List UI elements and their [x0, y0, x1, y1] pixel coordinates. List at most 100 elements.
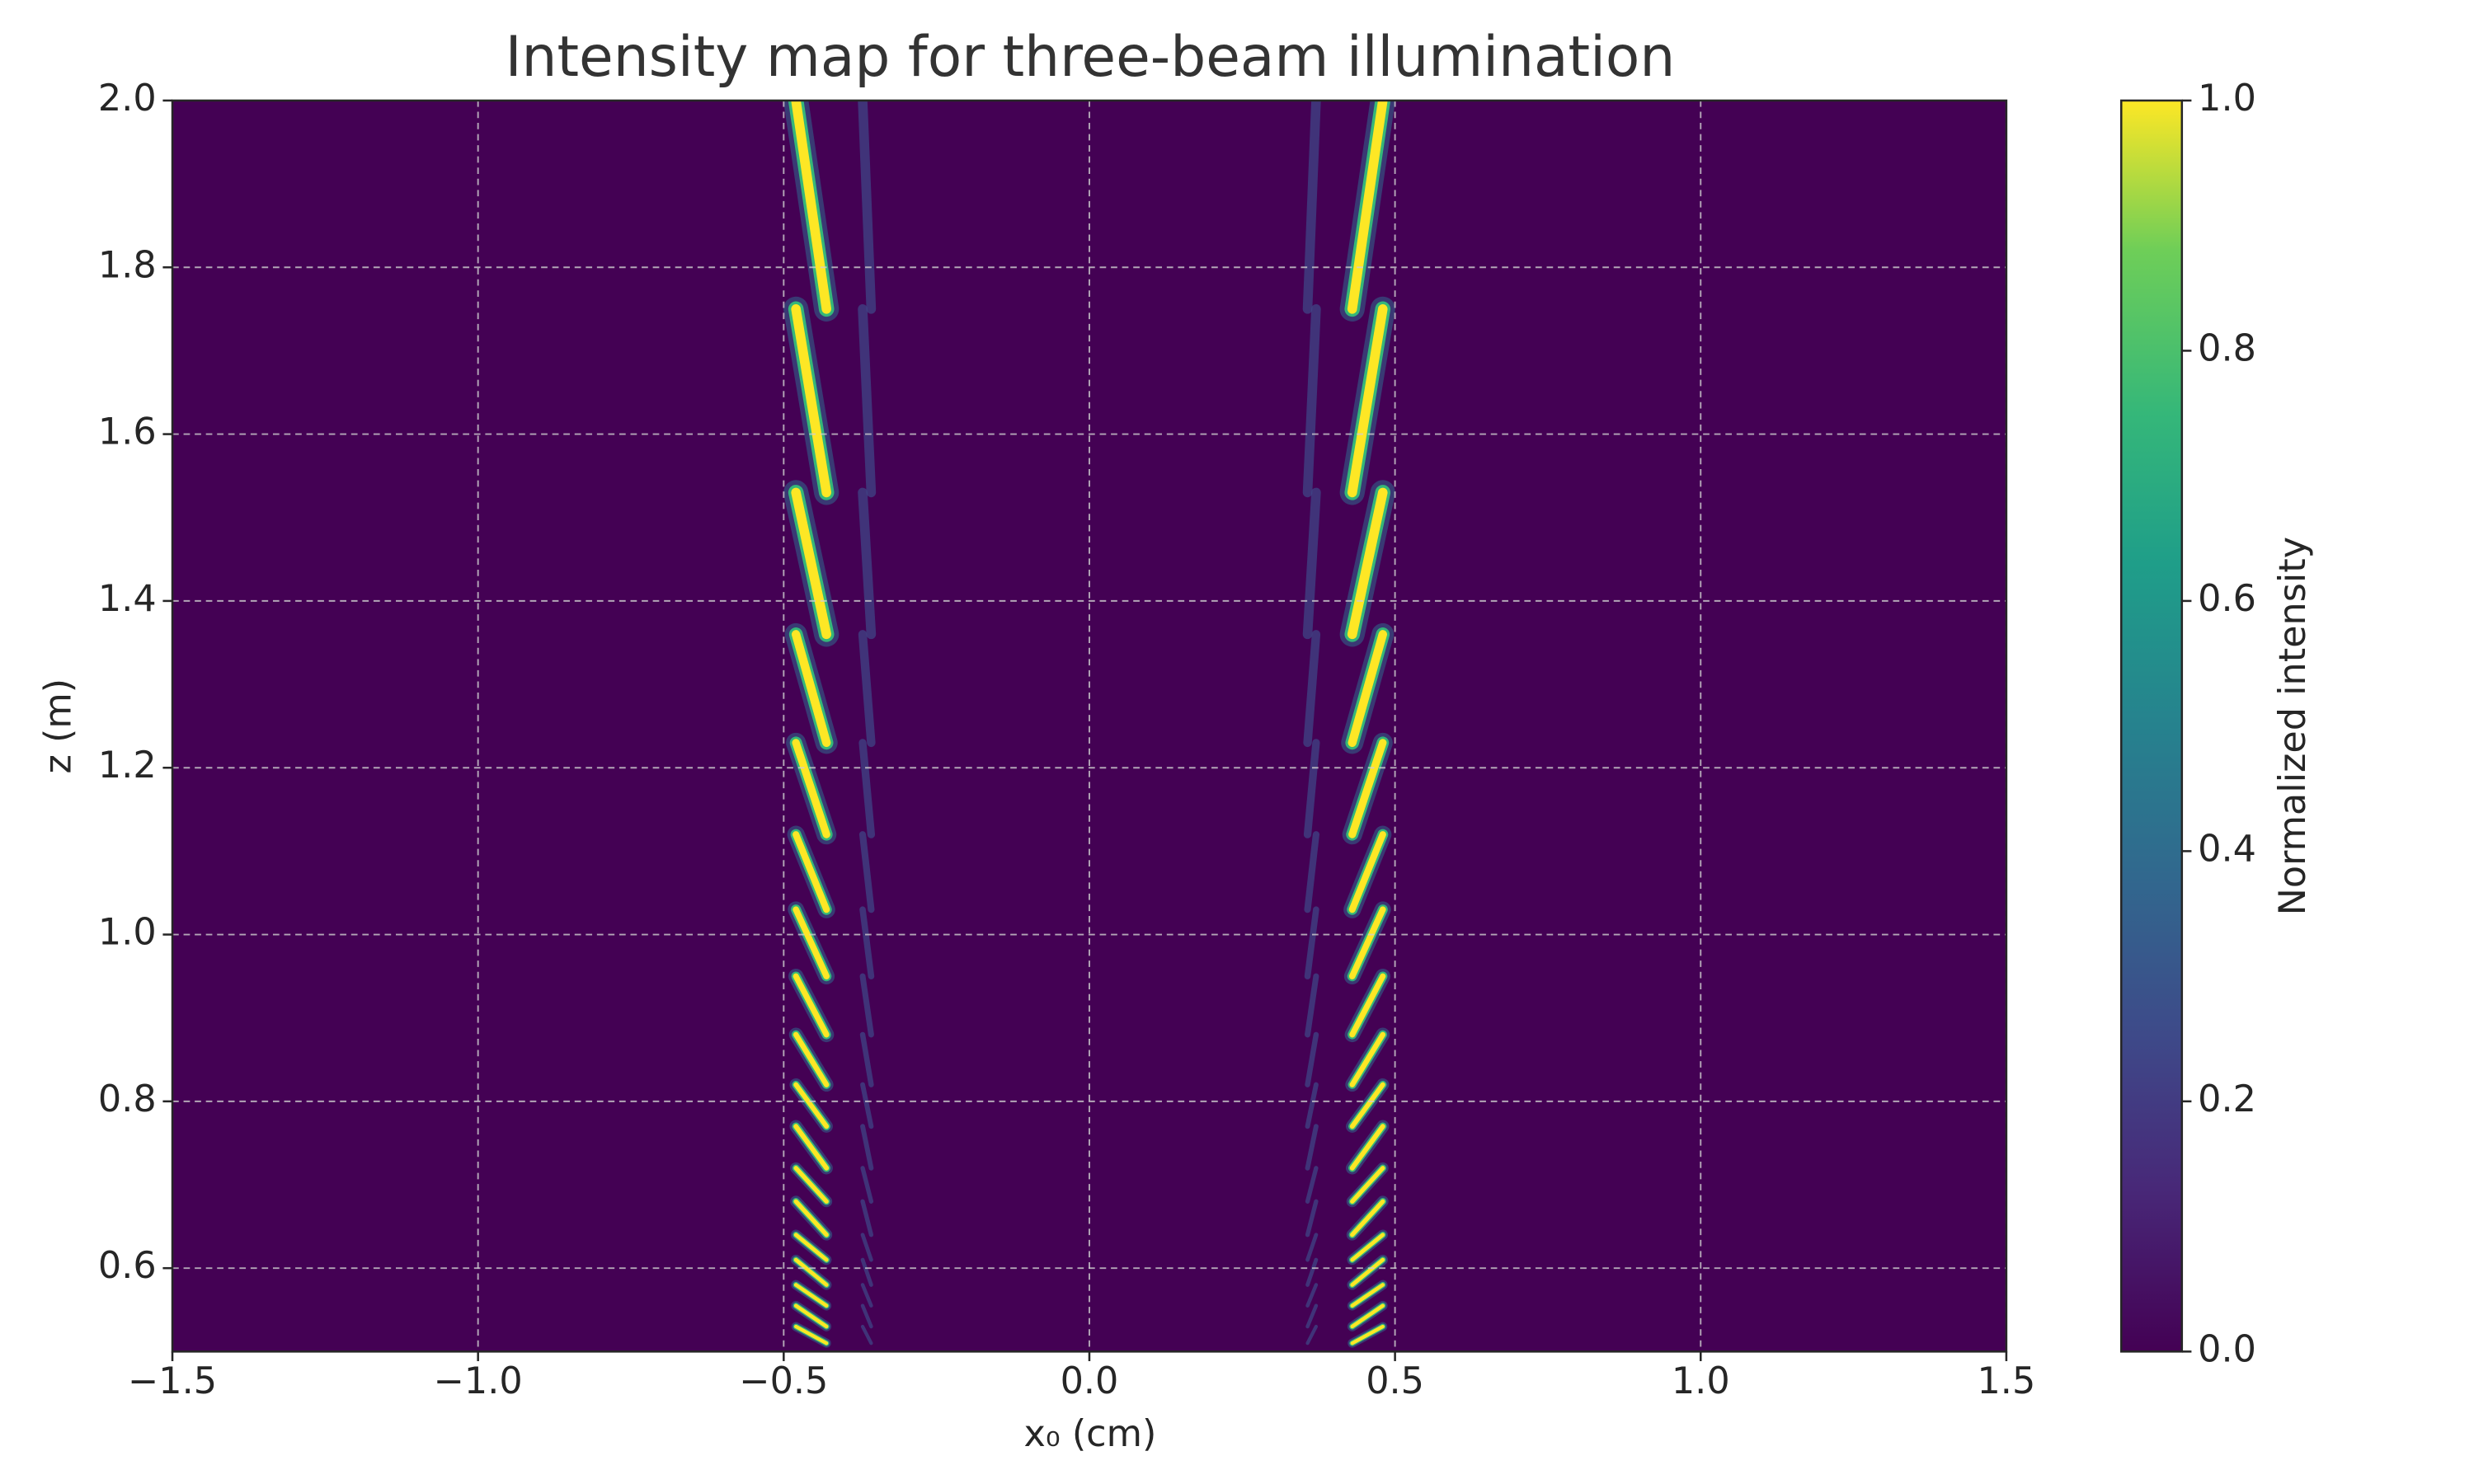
fringes [783, 100, 1395, 1348]
side-fringe [860, 1199, 874, 1237]
fringe [791, 487, 832, 640]
y-tick-label: 1.0 [98, 912, 157, 954]
fringe [1350, 1324, 1385, 1345]
side-fringe [1302, 487, 1321, 640]
fringe [793, 1082, 830, 1129]
fringe [1347, 304, 1388, 498]
side-fringe [1303, 630, 1321, 748]
fringe [1349, 1031, 1386, 1087]
side-fringe [858, 100, 877, 314]
y-tick-label: 1.8 [98, 244, 157, 286]
y-tick-label: 2.0 [98, 77, 157, 120]
fringe [791, 630, 831, 748]
side-fringe [1305, 1082, 1319, 1129]
fringe [1349, 973, 1386, 1038]
y-tick-label: 0.6 [98, 1245, 157, 1287]
y-axis-label: z (m) [38, 679, 80, 774]
fringe [793, 1303, 829, 1329]
fringe [1349, 1124, 1385, 1171]
fringe [793, 906, 830, 979]
fringe [1350, 1283, 1385, 1308]
side-fringe [858, 739, 876, 838]
y-tick-label: 0.8 [98, 1078, 157, 1120]
x-axis-label: x₀ (cm) [1024, 1413, 1157, 1455]
fringe [793, 831, 830, 913]
side-fringe [860, 1166, 874, 1204]
fringe [791, 304, 832, 498]
fringe [793, 1257, 829, 1287]
side-fringe [1305, 1233, 1319, 1262]
side-fringe [1305, 1283, 1319, 1308]
chart-title: Intensity map for three-beam illuminatio… [506, 24, 1676, 89]
side-fringe [1305, 973, 1319, 1038]
fringe [793, 1199, 829, 1237]
x-tick-label: −1.0 [434, 1360, 523, 1402]
fringe [1348, 630, 1387, 748]
side-fringe [1305, 1257, 1319, 1287]
side-fringe [860, 1324, 873, 1345]
x-tick-label: 0.0 [1061, 1360, 1119, 1402]
fringe [793, 1233, 829, 1262]
colorbar-label: Normalized intensity [2272, 537, 2314, 915]
fringe [794, 1324, 829, 1345]
fringe [1348, 906, 1386, 979]
fringe [1350, 1257, 1385, 1287]
fringe [1347, 487, 1388, 640]
fringe [1350, 1233, 1385, 1262]
fringe [792, 739, 830, 838]
side-fringe [860, 1303, 873, 1329]
x-tick-label: 1.5 [1978, 1360, 2036, 1402]
side-fringe [1305, 1199, 1319, 1237]
side-fringe [1305, 1166, 1319, 1204]
side-fringe [859, 973, 874, 1038]
side-fringe [1302, 100, 1321, 314]
fringe [1350, 1303, 1385, 1329]
side-fringe [1304, 906, 1319, 979]
side-fringe [1303, 739, 1320, 838]
fringe [793, 1031, 830, 1087]
plot-frame [171, 99, 2008, 1353]
side-fringe [860, 1082, 874, 1129]
side-fringe [1305, 1303, 1319, 1329]
colorbar-tick-label: 0.0 [2198, 1328, 2256, 1370]
side-fringe [858, 487, 877, 640]
fringe [791, 100, 832, 314]
y-tick-label: 1.2 [98, 744, 157, 787]
fringe [793, 973, 830, 1038]
side-fringe [860, 1124, 874, 1171]
colorbar-tick-label: 0.6 [2198, 578, 2256, 620]
side-fringe [860, 1283, 873, 1308]
side-fringe [859, 906, 875, 979]
fringe [1348, 739, 1387, 838]
fringe [1349, 1082, 1385, 1129]
fringe [793, 1124, 830, 1171]
colorbar-tick-label: 1.0 [2198, 77, 2256, 120]
x-tick-label: −1.5 [128, 1360, 217, 1402]
side-fringe [1305, 1031, 1319, 1087]
x-tick-label: 1.0 [1672, 1360, 1730, 1402]
fringe [1348, 831, 1386, 913]
fringe [793, 1283, 829, 1308]
colorbar-tick-label: 0.2 [2198, 1078, 2256, 1120]
side-fringe [858, 304, 877, 498]
side-fringe [858, 831, 875, 913]
side-fringe [1304, 831, 1319, 913]
side-fringe [1305, 1324, 1319, 1345]
side-fringe [859, 1031, 874, 1087]
fringe [1350, 1199, 1385, 1237]
fringe [793, 1166, 829, 1204]
colorbar-tick-label: 0.4 [2198, 828, 2256, 870]
side-fringe [860, 1233, 873, 1262]
side-fringe [1302, 304, 1321, 498]
fringe [1347, 100, 1388, 314]
side-fringe [858, 630, 876, 748]
side-fringe [860, 1257, 873, 1287]
colorbar [2120, 99, 2184, 1353]
y-tick-label: 1.4 [98, 578, 157, 620]
x-tick-label: −0.5 [739, 1360, 828, 1402]
fringe [1350, 1166, 1385, 1204]
y-tick-label: 1.6 [98, 411, 157, 453]
x-tick-label: 0.5 [1366, 1360, 1424, 1402]
